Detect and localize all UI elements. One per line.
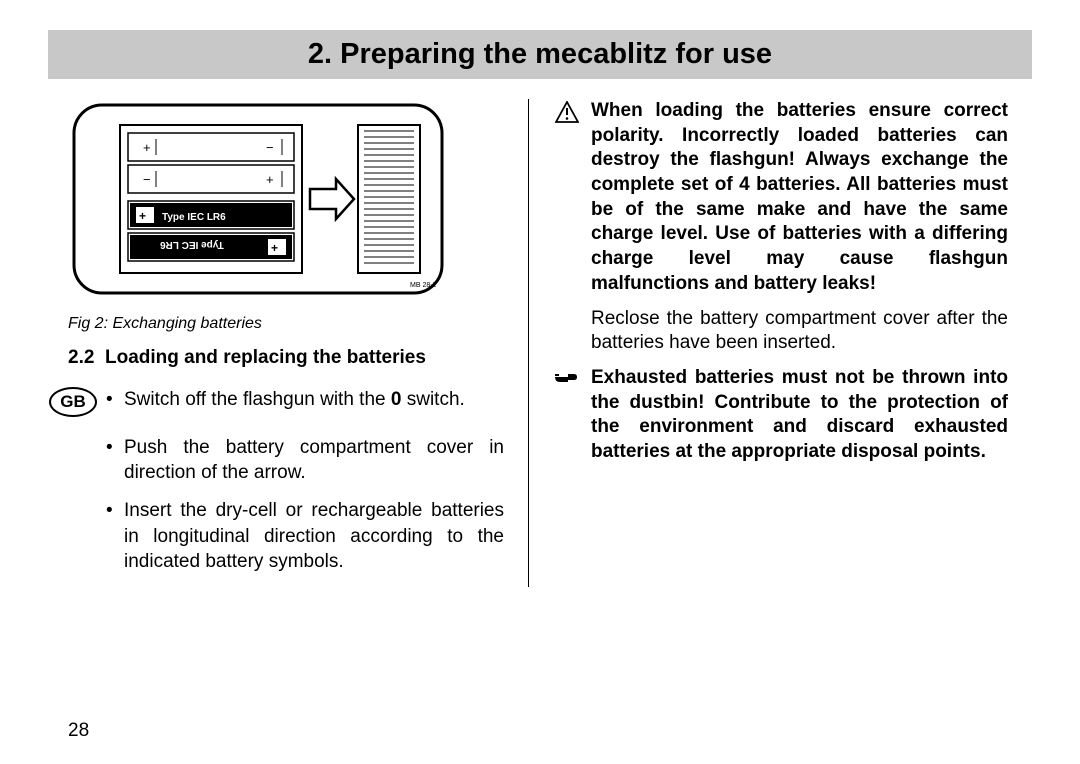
subsection-title: Loading and replacing the batteries	[105, 347, 426, 368]
bullet-list-rest: Push the battery compartment cover in di…	[106, 435, 504, 575]
subsection-heading: 2.2 Loading and replacing the batteries	[68, 347, 504, 369]
gb-bullet-row: GB Switch off the flashgun with the 0 sw…	[48, 387, 504, 425]
language-badge: GB	[48, 387, 98, 417]
svg-text:−: −	[266, 140, 274, 155]
bullet-item: Switch off the flashgun with the 0 switc…	[106, 387, 504, 413]
warning-text: When loading the batteries ensure correc…	[591, 99, 1008, 297]
disposal-block: Exhausted batteries must not be thrown i…	[553, 366, 1008, 465]
left-column: + − − + + Type IEC LR6 + Type IEC LR	[48, 99, 528, 587]
hand-point-icon	[553, 366, 581, 386]
battery-type-label-b: Type IEC LR6	[160, 239, 224, 250]
warning-block: When loading the batteries ensure correc…	[553, 99, 1008, 297]
svg-text:+: +	[143, 140, 151, 155]
page-number: 28	[68, 720, 89, 742]
language-code: GB	[60, 392, 86, 412]
battery-type-label-a: Type IEC LR6	[162, 212, 226, 223]
battery-figure: + − − + + Type IEC LR6 + Type IEC LR	[68, 99, 504, 309]
svg-text:−: −	[143, 172, 151, 187]
section-header: 2. Preparing the mecablitz for use	[48, 30, 1032, 79]
svg-text:+: +	[271, 241, 278, 255]
right-column: When loading the batteries ensure correc…	[528, 99, 1008, 587]
content-columns: + − − + + Type IEC LR6 + Type IEC LR	[48, 99, 1032, 587]
bullet-item: Push the battery compartment cover in di…	[106, 435, 504, 486]
bullet-item: Insert the dry-cell or rechargeable batt…	[106, 498, 504, 575]
subsection-number: 2.2	[68, 347, 94, 368]
svg-text:+: +	[266, 172, 274, 187]
bullet-list-first: Switch off the flashgun with the 0 switc…	[106, 387, 504, 425]
disposal-text: Exhausted batteries must not be thrown i…	[591, 366, 1008, 465]
reclose-text: Reclose the battery compartment cover af…	[591, 307, 1008, 356]
model-label: MB 28-2	[410, 282, 437, 289]
battery-diagram-svg: + − − + + Type IEC LR6 + Type IEC LR	[68, 99, 448, 309]
section-title: 2. Preparing the mecablitz for use	[48, 38, 1032, 71]
svg-text:+: +	[139, 209, 146, 223]
figure-caption: Fig 2: Exchanging batteries	[68, 315, 504, 333]
warning-icon	[553, 99, 581, 123]
